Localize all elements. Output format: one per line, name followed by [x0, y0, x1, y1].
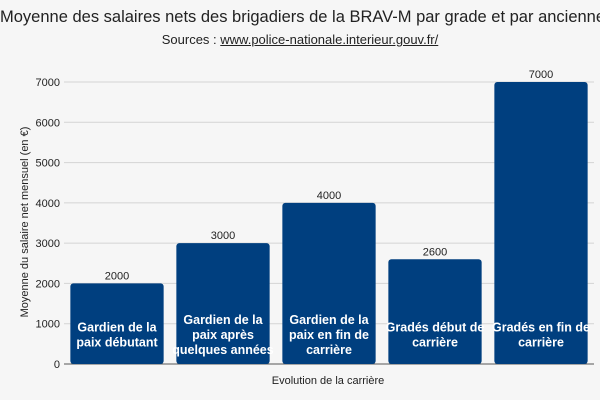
bar: [176, 243, 270, 364]
bar-value-label: 7000: [529, 69, 553, 81]
bar-value-label: 2000: [105, 270, 129, 282]
bar-group: 3000 Gardien de la paix après quelques anné…: [172, 230, 274, 364]
subtitle-prefix: Sources :: [161, 32, 221, 47]
y-tick-label: 3000: [36, 238, 60, 250]
chart-subtitle: Sources : www.police-nationale.interieur…: [0, 32, 600, 47]
bar-group: 2000 Gardien de la paix débutant: [70, 270, 164, 364]
bar-category-label: Gardien de la paix après quelques années: [172, 313, 273, 357]
y-axis-title: Moyenne du salaire net mensuel (en €): [19, 127, 31, 318]
y-tick-label: 2000: [36, 278, 60, 290]
bar-category-label: Gardien de la paix en fin de carrière: [289, 313, 370, 357]
y-tick-label: 6000: [36, 117, 60, 129]
bar-value-label: 3000: [211, 230, 235, 242]
bar-category-label: Gradés début de carrière: [386, 321, 485, 350]
bar-group: 4000 Gardien de la paix en fin de carrière: [282, 190, 376, 364]
y-tick-label: 0: [54, 359, 60, 371]
source-link[interactable]: www.police-nationale.interieur.gouv.fr/: [220, 32, 439, 47]
bar: [70, 283, 164, 364]
x-axis-title: Evolution de la carrière: [272, 375, 385, 387]
bar: [388, 259, 482, 364]
bar-category-label: Gradés en fin de carrière: [492, 321, 590, 350]
y-axis-ticks: 0 1000 2000 3000 4000 5000 6000 7000: [36, 77, 60, 371]
chart-title: Moyenne des salaires nets des brigadiers…: [0, 8, 600, 26]
y-tick-label: 1000: [36, 319, 60, 331]
bar-value-label: 4000: [317, 190, 341, 202]
y-tick-label: 4000: [36, 198, 60, 210]
bar: [494, 82, 588, 364]
bar: [282, 202, 376, 364]
bar-category-label: Gardien de la paix débutant: [76, 321, 158, 350]
y-tick-label: 5000: [36, 158, 60, 170]
y-tick-label: 7000: [36, 77, 60, 89]
bar-value-label: 2600: [423, 246, 447, 258]
bar-group: 7000 Gradés en fin de carrière: [492, 69, 590, 364]
bars: 2000 Gardien de la paix débutant 3000 Gardie…: [70, 69, 590, 364]
bar-group: 2600 Gradés début de carrière: [386, 246, 485, 364]
